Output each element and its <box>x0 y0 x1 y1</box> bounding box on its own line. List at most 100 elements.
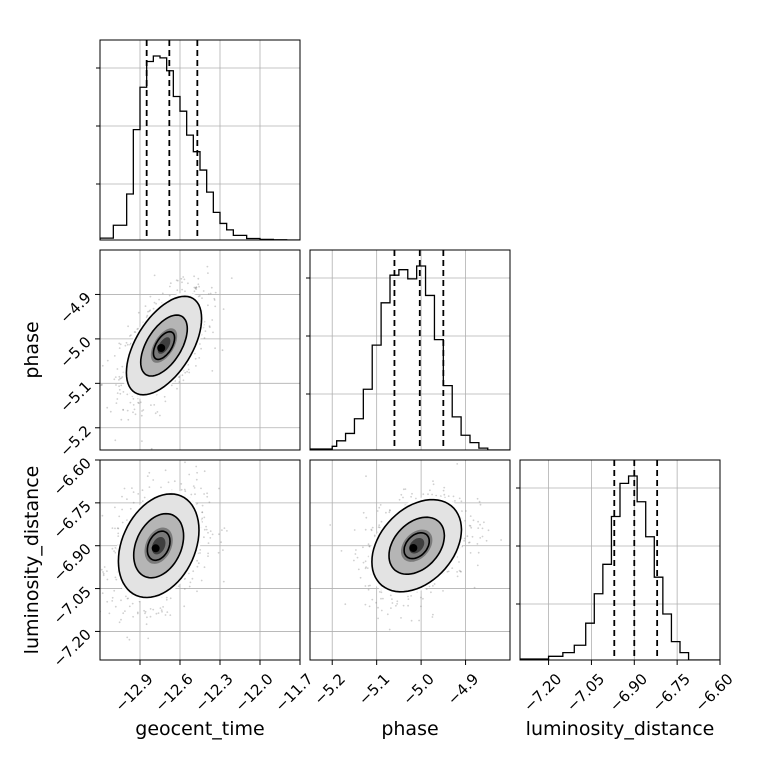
scatter-point <box>329 524 332 526</box>
scatter-point <box>120 377 123 379</box>
scatter-point <box>353 559 355 562</box>
scatter-point <box>458 569 461 572</box>
scatter-point <box>439 495 442 497</box>
y-axis-label: luminosity_distance <box>21 466 43 655</box>
scatter-point <box>212 331 214 334</box>
scatter-point <box>193 290 196 293</box>
scatter-point <box>182 276 185 278</box>
scatter-point <box>418 619 420 622</box>
scatter-point <box>154 412 157 415</box>
scatter-point <box>115 578 118 581</box>
scatter-point <box>106 359 109 362</box>
scatter-point <box>114 439 117 442</box>
scatter-point <box>109 410 112 413</box>
scatter-point <box>131 602 134 605</box>
scatter-point <box>137 311 140 314</box>
scatter-point <box>136 328 139 331</box>
scatter-point <box>149 295 152 298</box>
scatter-point <box>465 510 467 512</box>
scatter-point <box>357 568 360 571</box>
scatter-point <box>155 302 158 305</box>
scatter-point <box>481 535 484 538</box>
scatter-point <box>217 551 220 554</box>
scatter-point <box>452 495 455 498</box>
scatter-point <box>190 493 193 496</box>
scatter-point <box>101 514 104 517</box>
scatter-point <box>127 597 129 600</box>
scatter-point <box>478 500 481 503</box>
scatter-point <box>466 535 469 538</box>
scatter-point <box>181 374 184 377</box>
density-peak <box>151 544 160 553</box>
scatter-point <box>221 349 224 352</box>
scatter-point <box>379 526 381 529</box>
scatter-point <box>344 603 347 606</box>
scatter-point <box>368 545 371 548</box>
scatter-point <box>195 365 197 367</box>
scatter-point <box>183 588 186 590</box>
scatter-point <box>184 461 186 464</box>
scatter-point <box>214 347 217 350</box>
scatter-point <box>120 599 122 602</box>
scatter-point <box>176 279 179 282</box>
scatter-point <box>193 286 196 289</box>
scatter-point <box>148 310 151 313</box>
scatter-point <box>198 295 201 297</box>
scatter-point <box>131 487 133 489</box>
y-tick-label: −6.75 <box>50 497 95 542</box>
scatter-point <box>203 536 205 539</box>
scatter-point <box>184 490 187 493</box>
scatter-point <box>368 545 371 547</box>
scatter-point <box>193 275 196 278</box>
scatter-point <box>133 408 136 411</box>
scatter-point <box>119 392 122 395</box>
scatter-point <box>378 506 381 509</box>
scatter-point <box>125 595 127 598</box>
scatter-point <box>169 285 171 288</box>
scatter-point <box>140 414 143 417</box>
scatter-point <box>167 481 170 484</box>
scatter-point <box>203 470 206 473</box>
x-axis-label: geocent_time <box>135 718 264 740</box>
panel-frame <box>99 249 301 451</box>
scatter-point <box>161 292 164 295</box>
scatter-point <box>130 334 132 336</box>
scatter-point <box>425 588 428 590</box>
scatter-point <box>468 524 471 527</box>
scatter-point <box>116 368 119 370</box>
scatter-point <box>152 307 155 310</box>
scatter-point <box>471 535 474 538</box>
scatter-point <box>117 532 120 535</box>
scatter-point <box>410 495 412 498</box>
scatter-point <box>206 492 209 495</box>
scatter-point <box>119 377 121 380</box>
scatter-point <box>463 537 466 540</box>
scatter-point <box>118 621 121 624</box>
scatter-point <box>141 410 143 412</box>
scatter-point <box>432 480 434 482</box>
scatter-point <box>407 595 409 598</box>
scatter-point <box>479 523 481 526</box>
scatter-point <box>483 521 485 524</box>
scatter-point <box>141 500 144 503</box>
x-tick-label: −7.20 <box>520 670 565 715</box>
y-tick-label: −7.20 <box>50 626 95 671</box>
scatter-point <box>469 515 472 517</box>
scatter-point <box>142 409 145 411</box>
scatter-point <box>367 588 370 591</box>
scatter-point <box>117 535 120 537</box>
scatter-point <box>207 531 209 534</box>
scatter-point <box>153 301 156 304</box>
scatter-point <box>123 487 126 490</box>
scatter-point <box>396 600 399 603</box>
scatter-point <box>102 574 105 577</box>
y-tick-label: −5.2 <box>56 422 94 460</box>
scatter-point <box>202 290 205 292</box>
panel-frame <box>99 39 301 241</box>
scatter-point <box>164 469 167 472</box>
scatter-point <box>132 404 135 406</box>
scatter-point <box>197 277 200 280</box>
scatter-point <box>487 529 490 532</box>
scatter-point <box>410 595 412 597</box>
